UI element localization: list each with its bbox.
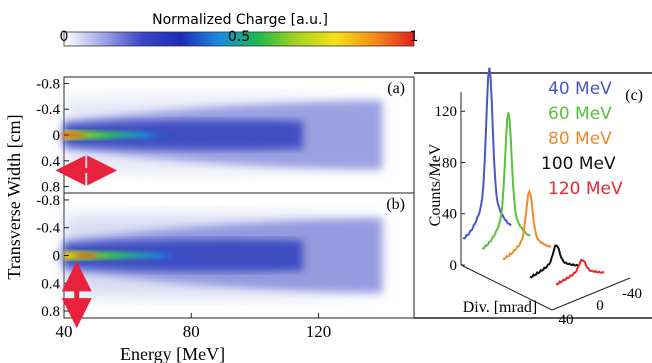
y-tick-label: 0.4 [41,154,60,170]
heatmap-dense [64,119,303,151]
panel-c-y-ticks: 0 40 80 120 [435,104,465,274]
heatmap-peak [74,253,99,258]
panel-c: 0 40 80 120 40 0 -40 40 MeV 60 MeV 80 MeV 100 Me… [414,67,652,328]
panel-b-label: (b) [386,196,405,213]
c-legend-entry: 60 MeV [548,104,612,124]
x-tick-label: 120 [306,322,332,341]
panel-c-label: (c) [625,87,643,104]
panel-c-x-title: Div. [mrad] [463,299,538,316]
y-tick-label: -0.8 [36,193,60,209]
x-axis-title: Energy [MeV] [120,344,225,363]
panel-a-label: (a) [387,80,405,97]
panel-b-x-ticks: 40 80 120 [56,313,332,341]
c-legend-entry: 120 MeV [548,179,623,199]
c-y-tick-label: 0 [450,258,458,274]
heatmap-core [64,250,192,261]
c-series-line [462,67,512,240]
c-legend-entry: 40 MeV [548,79,612,99]
panel-b-heatmap [64,214,383,297]
y-tick-label: 0.4 [41,276,60,292]
panel-a-heatmap [61,96,383,174]
colorbar-ticks: 0 0.5 1 [60,29,419,45]
c-legend-entry: 100 MeV [541,154,616,174]
colorbar-tick-label: 0 [60,29,69,45]
colorbar-bar [63,31,415,47]
c-series-line [529,244,579,279]
colorbar: Normalized Charge [a.u.] 0 0.5 1 [60,12,419,47]
heatmap-core [64,130,176,140]
panel-c-div-axis [551,277,631,311]
c-legend-entry: 80 MeV [548,129,612,149]
panel-a: -0.8 -0.4 0 0.4 0.8 (a) [36,76,415,196]
c-div-tick-label: 0 [596,298,604,314]
c-y-tick-label: 40 [442,207,457,223]
c-series-line [481,112,531,250]
c-div-tick-label: 40 [559,312,574,328]
panel-c-legend: 40 MeV 60 MeV 80 MeV 100 MeV 120 MeV [541,79,623,199]
c-series-line [502,189,552,261]
x-tick-label: 80 [183,322,200,341]
panel-c-div-ticks: 40 0 -40 [559,286,643,328]
c-series-line [555,258,605,286]
panel-c-series [462,67,605,286]
colorbar-title: Normalized Charge [a.u.] [152,12,328,28]
panel-c-y-title: Counts/MeV [427,143,444,226]
y-axis-title: Transverse Width [cm] [4,114,24,279]
panel-b-y-ticks: -0.8 -0.4 0 0.4 0.8 [36,193,69,320]
x-tick-label: 40 [56,322,73,341]
y-tick-label: 0 [53,128,61,144]
y-tick-label: 0.8 [41,304,60,320]
c-y-tick-label: 80 [442,155,457,171]
colorbar-tick-label: 1 [410,29,419,45]
heatmap-peak [61,132,86,138]
y-tick-label: -0.4 [36,221,60,237]
y-tick-label: 0.8 [41,180,60,196]
c-y-tick-label: 120 [435,104,458,120]
y-tick-label: -0.8 [36,76,60,92]
colorbar-tick-label: 0.5 [228,29,250,45]
panel-b: -0.8 -0.4 0 0.4 0.8 (b) 40 80 120 [36,192,415,341]
y-tick-label: -0.4 [36,102,60,118]
y-tick-label: 0 [53,249,61,265]
panel-c-depth-axis [460,264,553,311]
c-div-tick-label: -40 [622,286,642,302]
